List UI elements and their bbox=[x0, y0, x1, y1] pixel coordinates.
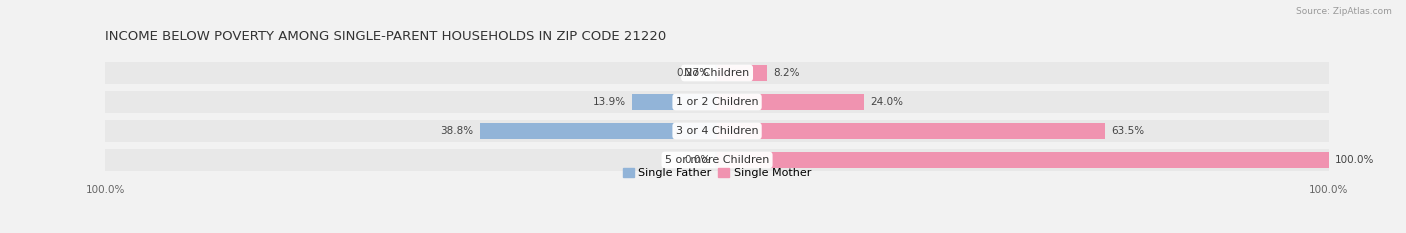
Bar bbox=[717, 152, 1329, 168]
Text: 0.0%: 0.0% bbox=[685, 155, 711, 165]
Legend: Single Father, Single Mother: Single Father, Single Mother bbox=[619, 163, 815, 183]
Text: 8.2%: 8.2% bbox=[773, 68, 800, 78]
Bar bbox=[716, 152, 717, 168]
Bar bbox=[717, 65, 768, 81]
Bar bbox=[105, 62, 1329, 84]
Bar bbox=[479, 123, 717, 139]
Text: 0.27%: 0.27% bbox=[676, 68, 709, 78]
Bar bbox=[105, 149, 1329, 171]
Text: 13.9%: 13.9% bbox=[593, 97, 626, 107]
Bar bbox=[717, 123, 1105, 139]
Text: No Children: No Children bbox=[685, 68, 749, 78]
Text: INCOME BELOW POVERTY AMONG SINGLE-PARENT HOUSEHOLDS IN ZIP CODE 21220: INCOME BELOW POVERTY AMONG SINGLE-PARENT… bbox=[105, 30, 666, 43]
Text: 3 or 4 Children: 3 or 4 Children bbox=[676, 126, 758, 136]
Bar bbox=[105, 120, 1329, 142]
Bar bbox=[105, 91, 1329, 113]
Text: 100.0%: 100.0% bbox=[1334, 155, 1374, 165]
Text: Source: ZipAtlas.com: Source: ZipAtlas.com bbox=[1296, 7, 1392, 16]
Text: 38.8%: 38.8% bbox=[440, 126, 474, 136]
Text: 1 or 2 Children: 1 or 2 Children bbox=[676, 97, 758, 107]
Bar bbox=[717, 94, 863, 110]
Bar bbox=[716, 65, 717, 81]
Text: 24.0%: 24.0% bbox=[870, 97, 903, 107]
Bar bbox=[633, 94, 717, 110]
Text: 63.5%: 63.5% bbox=[1112, 126, 1144, 136]
Text: 5 or more Children: 5 or more Children bbox=[665, 155, 769, 165]
